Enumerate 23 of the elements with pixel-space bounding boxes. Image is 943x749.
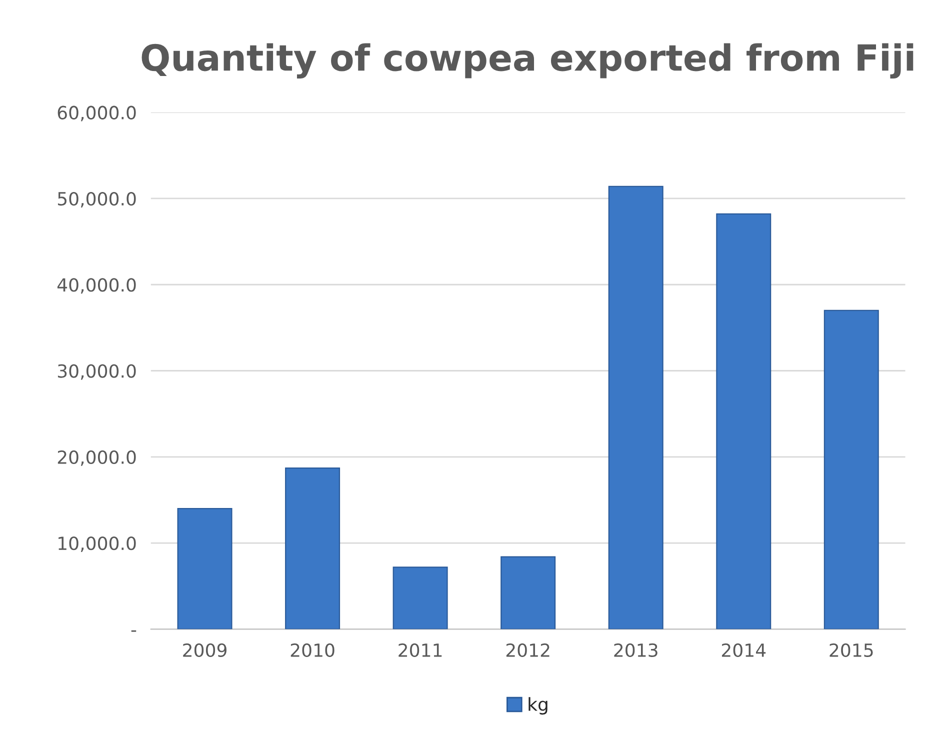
y-tick-label: 10,000.0: [58, 536, 136, 552]
bar: [177, 508, 232, 630]
chart-title: Quantity of cowpea exported from Fiji: [142, 43, 914, 78]
x-tick-label: 2009: [183, 643, 226, 658]
bar: [500, 556, 556, 630]
x-tick-label: 2015: [830, 643, 873, 658]
y-tick-label: 40,000.0: [57, 278, 136, 294]
bar: [608, 186, 664, 630]
y-tick-label: 20,000.0: [58, 450, 136, 466]
x-tick-label: 2011: [398, 643, 442, 658]
x-tick-label: 2013: [614, 643, 658, 658]
y-tick-label: 30,000.0: [58, 364, 136, 380]
bar: [824, 310, 879, 630]
x-tick-label: 2014: [722, 643, 766, 658]
y-tick-label: -: [131, 630, 136, 632]
y-tick-label: 50,000.0: [58, 192, 136, 208]
bar: [392, 566, 448, 630]
x-tick-label: 2012: [506, 643, 550, 658]
bar: [716, 213, 772, 630]
bar: [285, 468, 340, 630]
y-tick-label: 60,000.0: [58, 106, 136, 122]
legend-label: kg: [528, 697, 548, 715]
x-tick-label: 2010: [290, 643, 334, 658]
